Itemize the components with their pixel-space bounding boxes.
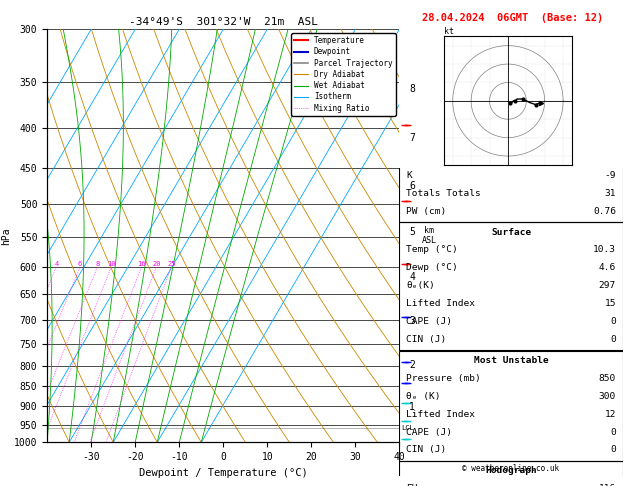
Text: CAPE (J): CAPE (J) <box>406 428 452 436</box>
Text: EH: EH <box>406 485 418 486</box>
Text: 116: 116 <box>599 485 616 486</box>
Text: 10.3: 10.3 <box>593 245 616 255</box>
Text: Lifted Index: Lifted Index <box>406 299 475 308</box>
Bar <box>399 222 623 350</box>
Text: 850: 850 <box>599 374 616 383</box>
Text: LCL: LCL <box>402 425 415 431</box>
Text: Totals Totals: Totals Totals <box>406 189 481 198</box>
Text: 12: 12 <box>604 410 616 418</box>
Bar <box>399 461 623 486</box>
Bar <box>399 350 623 461</box>
Text: © weatheronline.co.uk: © weatheronline.co.uk <box>462 464 560 473</box>
Text: 4: 4 <box>54 261 58 267</box>
Text: CIN (J): CIN (J) <box>406 335 447 344</box>
Text: 16: 16 <box>137 261 146 267</box>
Text: 6: 6 <box>78 261 82 267</box>
Text: kt: kt <box>443 27 454 36</box>
Text: 10: 10 <box>107 261 116 267</box>
Text: Lifted Index: Lifted Index <box>406 410 475 418</box>
Text: 0: 0 <box>610 317 616 326</box>
Text: Dewp (°C): Dewp (°C) <box>406 263 458 272</box>
Bar <box>399 165 623 222</box>
Text: 25: 25 <box>167 261 175 267</box>
Text: K: K <box>406 171 412 180</box>
X-axis label: Dewpoint / Temperature (°C): Dewpoint / Temperature (°C) <box>139 468 308 478</box>
Text: 20: 20 <box>152 261 160 267</box>
Text: 0: 0 <box>610 428 616 436</box>
Y-axis label: km
ASL: km ASL <box>421 226 437 245</box>
Text: 0.76: 0.76 <box>593 207 616 216</box>
Legend: Temperature, Dewpoint, Parcel Trajectory, Dry Adiabat, Wet Adiabat, Isotherm, Mi: Temperature, Dewpoint, Parcel Trajectory… <box>291 33 396 116</box>
Text: θₑ (K): θₑ (K) <box>406 392 440 401</box>
Text: CIN (J): CIN (J) <box>406 446 447 454</box>
Text: 15: 15 <box>604 299 616 308</box>
Text: Surface: Surface <box>491 227 531 237</box>
Text: CAPE (J): CAPE (J) <box>406 317 452 326</box>
Text: Pressure (mb): Pressure (mb) <box>406 374 481 383</box>
Y-axis label: hPa: hPa <box>1 227 11 244</box>
Text: 0: 0 <box>610 335 616 344</box>
Text: Temp (°C): Temp (°C) <box>406 245 458 255</box>
Text: 300: 300 <box>599 392 616 401</box>
Text: 31: 31 <box>604 189 616 198</box>
Text: 0: 0 <box>610 446 616 454</box>
Text: 297: 297 <box>599 281 616 290</box>
Text: -9: -9 <box>604 171 616 180</box>
Text: 8: 8 <box>96 261 99 267</box>
Text: 28.04.2024  06GMT  (Base: 12): 28.04.2024 06GMT (Base: 12) <box>422 13 603 23</box>
Text: Most Unstable: Most Unstable <box>474 356 548 365</box>
Title: -34°49'S  301°32'W  21m  ASL: -34°49'S 301°32'W 21m ASL <box>129 17 318 27</box>
Text: θₑ(K): θₑ(K) <box>406 281 435 290</box>
Text: 4.6: 4.6 <box>599 263 616 272</box>
Text: Hodograph: Hodograph <box>485 467 537 475</box>
Text: PW (cm): PW (cm) <box>406 207 447 216</box>
